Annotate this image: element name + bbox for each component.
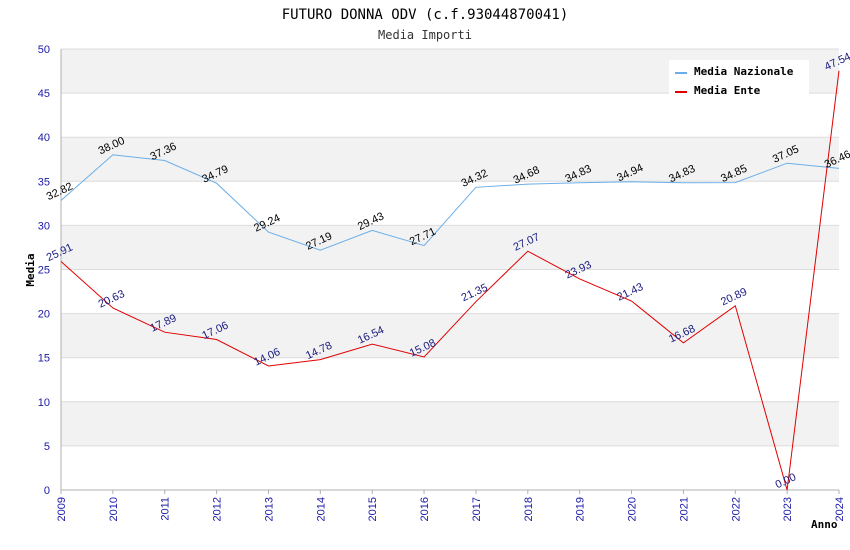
x-tick-label: 2022 (730, 497, 742, 521)
y-tick-label: 50 (38, 44, 50, 56)
series-line-media-nazionale (60, 154, 840, 251)
x-tick-label: 2021 (678, 497, 690, 521)
x-tick-label: 2023 (782, 497, 794, 521)
y-tick-label: 10 (38, 397, 50, 409)
x-tick-label: 2011 (160, 497, 172, 521)
background-band (61, 357, 839, 402)
x-tick-label: 2024 (834, 497, 846, 521)
background-band (61, 225, 839, 270)
legend-label-media-nazionale: Media Nazionale (694, 65, 794, 78)
axes (60, 49, 840, 494)
x-tick-label: 2016 (419, 497, 431, 521)
x-tick-label: 2013 (263, 497, 275, 521)
background-band (61, 269, 839, 314)
background-band (61, 445, 839, 490)
y-tick-label: 35 (38, 176, 50, 188)
x-tick-label: 2012 (212, 497, 224, 521)
x-tick-label: 2020 (627, 497, 639, 521)
x-tick-label: 2019 (575, 497, 587, 521)
y-tick-label: 5 (44, 441, 50, 453)
background-band (61, 181, 839, 226)
chart-title: FUTURO DONNA ODV (c.f.93044870041) (282, 7, 569, 23)
y-tick-label: 20 (38, 309, 50, 321)
y-tick-label: 40 (38, 132, 50, 144)
legend: Media Nazionale Media Ente (669, 60, 809, 97)
y-tick-label: 0 (44, 485, 50, 497)
y-tick-label: 25 (38, 265, 50, 277)
x-tick-label: 2017 (471, 497, 483, 521)
y-axis-title: Media (24, 253, 37, 286)
x-tick-label: 2009 (56, 497, 68, 521)
legend-label-media-ente: Media Ente (694, 84, 761, 97)
y-tick-label: 45 (38, 88, 50, 100)
x-axis-title: Anno (811, 518, 838, 531)
background-band (61, 137, 839, 182)
x-tick-label: 2018 (523, 497, 535, 521)
x-tick-label: 2010 (108, 497, 120, 521)
y-tick-label: 15 (38, 353, 50, 365)
tick-labels: 0 5 10 15 20 25 30 35 40 45 50 2009 2010 2011 2012 2013… (38, 44, 846, 521)
background-band (61, 93, 839, 138)
background-bands (61, 49, 839, 490)
chart-subtitle: Media Importi (378, 28, 472, 42)
y-tick-label: 30 (38, 220, 50, 232)
background-band (61, 313, 839, 358)
legend-box (669, 60, 809, 96)
x-tick-label: 2014 (315, 497, 327, 521)
background-band (61, 401, 839, 446)
series-line-media-ente (60, 70, 840, 491)
series-lines (60, 70, 840, 491)
x-tick-label: 2015 (367, 497, 379, 521)
